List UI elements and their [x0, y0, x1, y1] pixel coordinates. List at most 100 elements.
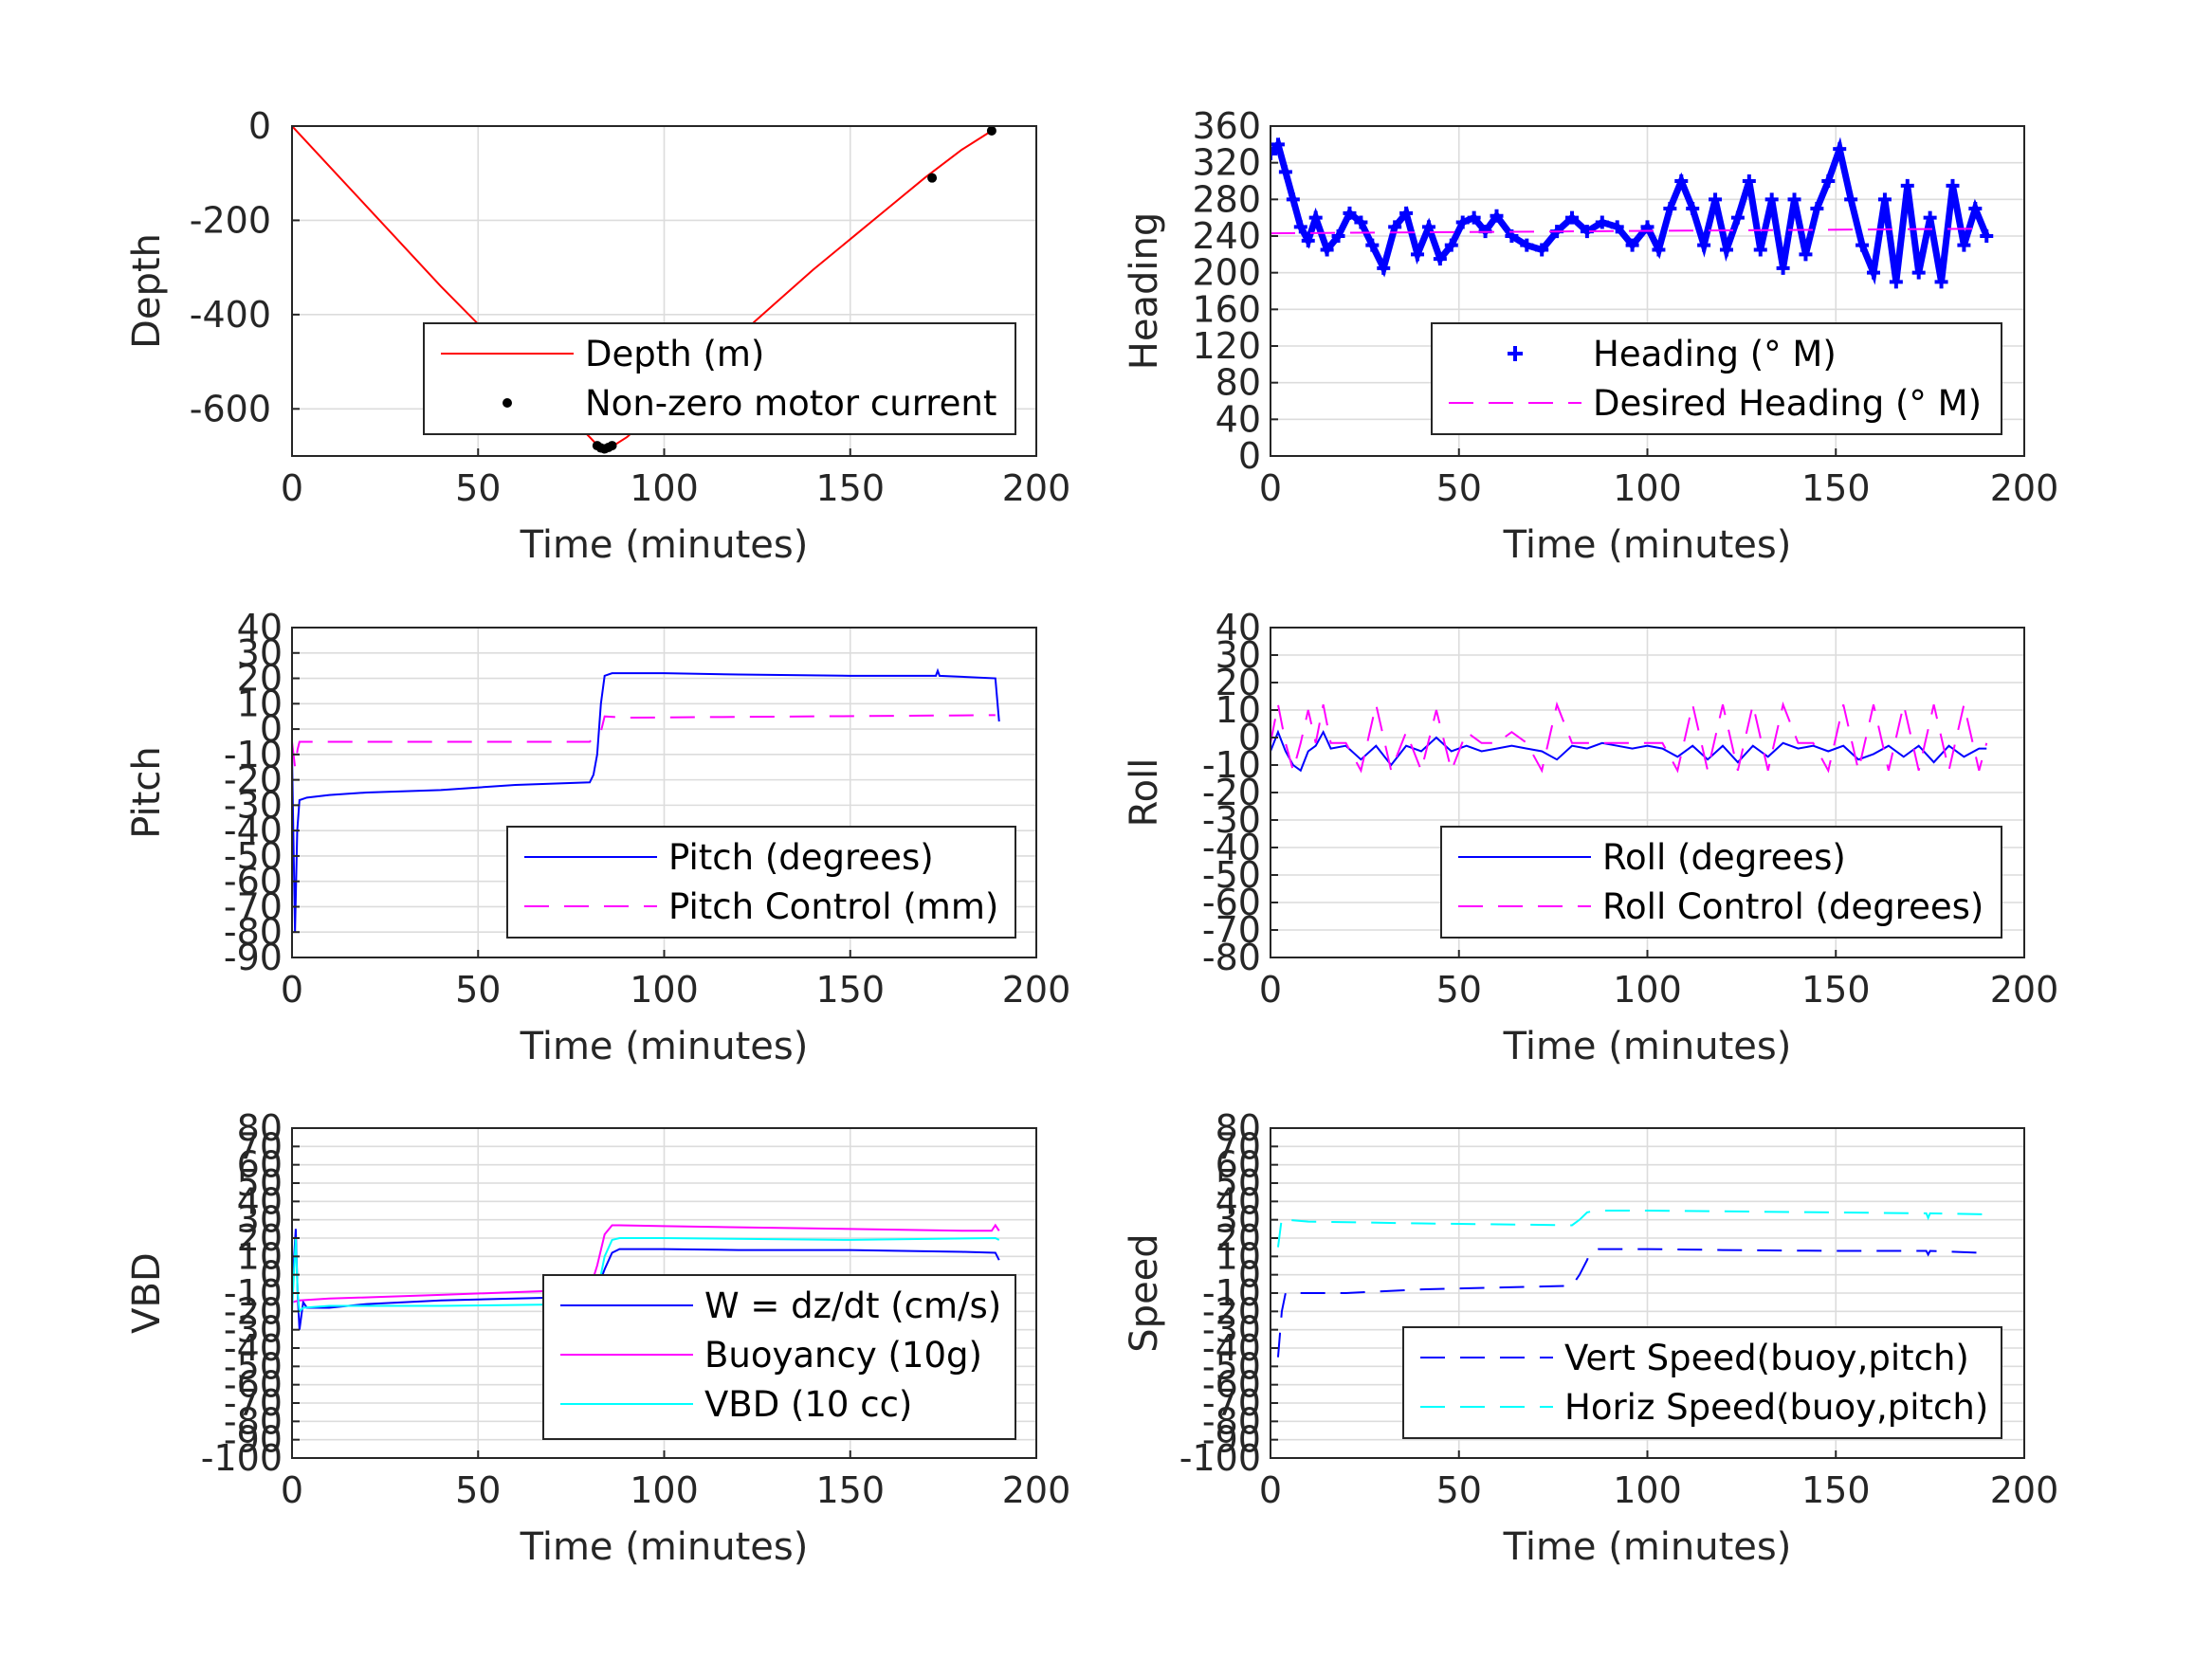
heading-series-0-marker — [1377, 261, 1391, 275]
depth-y-tick-label: -600 — [190, 388, 271, 429]
vbd-y-tick-label: -30 — [224, 1309, 283, 1351]
vbd-x-tick-label: 50 — [455, 1469, 501, 1511]
roll-chart: 0 50 100 150 200403020100-10-20-30-40-50-60-… — [1123, 607, 2058, 1068]
roll-x-tick-label: 100 — [1613, 969, 1682, 1011]
depth-legend-label-0: Depth (m) — [585, 334, 764, 374]
heading-series-0-marker — [1742, 174, 1756, 188]
pitch-y-tick-label: -90 — [224, 937, 283, 978]
pitch-x-tick-label: 150 — [815, 969, 885, 1011]
vbd-y-tick-label: -40 — [224, 1327, 283, 1369]
heading-series-0-marker — [1625, 238, 1639, 252]
pitch-y-axis-label: Pitch — [125, 746, 169, 838]
heading-series-0-marker — [1980, 229, 1994, 243]
heading-series-0-marker — [1776, 261, 1790, 275]
pitch-y-tick-label: -20 — [224, 759, 283, 801]
roll-series-1 — [1271, 701, 1988, 775]
heading-series-0-marker — [1301, 233, 1315, 247]
heading-series-0-marker — [1271, 147, 1277, 160]
vbd-y-tick-label: 80 — [237, 1107, 283, 1149]
vbd-y-tick-label: -80 — [224, 1400, 283, 1442]
speed-y-tick-label: 50 — [1216, 1162, 1261, 1204]
roll-legend-label-0: Roll (degrees) — [1602, 837, 1846, 878]
heading-series-0-marker — [1877, 192, 1892, 207]
heading-series-0-marker — [1867, 265, 1880, 280]
heading-series-0-marker — [1490, 209, 1504, 223]
heading-series-0-marker — [1365, 238, 1380, 252]
roll-y-tick-label: -50 — [1202, 854, 1261, 896]
heading-series-0-marker — [1934, 275, 1948, 289]
heading-x-tick-label: 0 — [1259, 467, 1282, 509]
heading-series-0-marker — [1565, 210, 1579, 225]
speed-y-tick-label: 30 — [1216, 1199, 1261, 1241]
pitch-y-tick-label: -40 — [224, 810, 283, 851]
speed-y-tick-label: -90 — [1202, 1419, 1261, 1461]
depth-x-tick-label: 100 — [630, 467, 699, 509]
heading-legend-box — [1431, 322, 2002, 435]
depth-legend-label-1: Non-zero motor current — [585, 383, 996, 424]
pitch-x-tick-label: 100 — [630, 969, 699, 1011]
heading-series-0-marker — [1833, 142, 1847, 156]
depth-x-tick-label: 150 — [815, 467, 885, 509]
speed-series-0 — [1276, 1248, 1980, 1358]
vbd-y-tick-label: -50 — [224, 1345, 283, 1387]
pitch-legend-box — [506, 826, 1016, 939]
vbd-y-axis-label: VBD — [125, 1252, 169, 1334]
vbd-y-tick-label: 60 — [237, 1144, 283, 1186]
speed-y-axis-label: Speed — [1123, 1233, 1166, 1352]
heading-chart: 0 50 100 150 20004080120160200240280320360Ti… — [1123, 105, 2058, 567]
heading-series-0-marker — [1844, 192, 1858, 207]
pitch-x-tick-label: 200 — [1002, 969, 1071, 1011]
heading-legend-label-0: Heading (° M) — [1593, 334, 1837, 374]
heading-series-0-marker — [1799, 247, 1813, 262]
pitch-y-tick-label: 0 — [260, 708, 283, 750]
vbd-legend-label-2: VBD (10 cc) — [704, 1384, 912, 1425]
pitch-y-tick-label: 40 — [237, 607, 283, 648]
pitch-y-tick-label: -10 — [224, 734, 283, 775]
heading-series-0-marker — [1286, 192, 1300, 207]
depth-x-axis-label: Time (minutes) — [520, 523, 809, 567]
depth-series-group — [292, 126, 996, 454]
heading-series-0-marker — [1271, 137, 1285, 152]
heading-series-0-marker — [1535, 243, 1549, 257]
vbd-y-tick-label: 40 — [237, 1180, 283, 1222]
speed-legend: Vert Speed(buoy,pitch) Horiz Speed(buoy,p… — [1402, 1326, 2002, 1439]
heading-series-0-marker — [1433, 252, 1447, 266]
speed-x-tick-label: 100 — [1613, 1469, 1682, 1511]
roll-x-axis-label: Time (minutes) — [1503, 1025, 1792, 1068]
speed-y-tick-label: 70 — [1216, 1125, 1261, 1167]
pitch-y-tick-label: -80 — [224, 911, 283, 953]
heading-series-0-marker — [1753, 243, 1767, 257]
speed-series-1 — [1276, 1210, 1987, 1248]
heading-series-0-marker — [1957, 238, 1971, 252]
speed-y-tick-label: -30 — [1202, 1309, 1261, 1351]
depth-legend: Depth (m) Non-zero motor current — [423, 322, 1016, 435]
heading-y-tick-label: 320 — [1192, 142, 1261, 184]
heading-legend-label-1: Desired Heading (° M) — [1593, 383, 1982, 424]
heading-series-0-marker — [1467, 210, 1481, 225]
depth-y-tick-label: -400 — [190, 294, 271, 336]
speed-series-group — [1276, 1210, 1987, 1358]
vbd-y-tick-label: -10 — [224, 1272, 283, 1314]
vbd-chart: 0 50 100 150 20080706050403020100-10-20-30-4… — [125, 1107, 1070, 1569]
vbd-x-axis-label: Time (minutes) — [520, 1525, 809, 1569]
heading-y-tick-label: 80 — [1216, 362, 1261, 404]
vbd-y-tick-label: 20 — [237, 1217, 283, 1259]
pitch-x-axis-label: Time (minutes) — [520, 1025, 809, 1068]
heading-y-tick-label: 240 — [1192, 215, 1261, 257]
pitch-y-tick-label: -50 — [224, 835, 283, 877]
vbd-legend: W = dz/dt (cm/s) Buoyancy (10g) VBD (10 cc… — [542, 1274, 1016, 1440]
heading-legend-key-0 — [1508, 346, 1523, 361]
heading-y-tick-label: 40 — [1216, 398, 1261, 440]
depth-y-tick-label: -200 — [190, 199, 271, 241]
roll-legend-box — [1440, 826, 2002, 939]
speed-x-axis-label: Time (minutes) — [1503, 1525, 1792, 1569]
heading-x-tick-label: 100 — [1613, 467, 1682, 509]
heading-series-0-marker — [1444, 238, 1458, 252]
heading-series-0-marker — [1354, 215, 1368, 229]
speed-y-tick-label: 10 — [1216, 1235, 1261, 1277]
roll-series-group — [1271, 701, 1988, 775]
pitch-series-0 — [292, 667, 1000, 933]
heading-series-0-marker — [1764, 192, 1779, 207]
heading-series-0-marker — [1610, 220, 1624, 234]
vbd-x-tick-label: 200 — [1002, 1469, 1071, 1511]
